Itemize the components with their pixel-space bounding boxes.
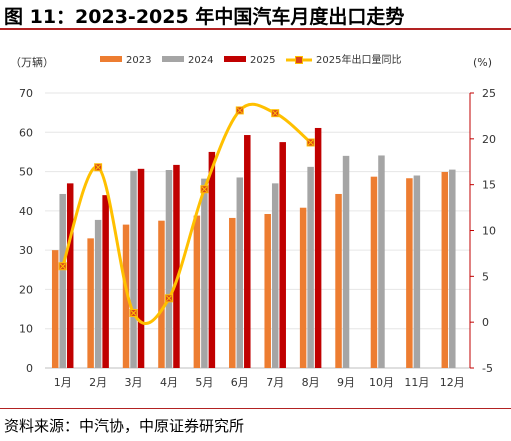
bar-2023 [335,193,342,368]
x-tick-label: 7月 [266,376,284,389]
x-tick-label: 3月 [125,376,143,389]
x-tick-label: 12月 [440,376,465,389]
y-left-tick-label: 0 [26,362,33,375]
bar-2023 [193,215,201,368]
bar-2023 [299,207,307,368]
line-marker-cross [166,295,172,302]
legend: 2023 2024 2025 2025年出口量同比 [100,53,401,66]
line-series [58,102,315,325]
y-right-tick-label: 0 [482,316,489,329]
y-right-tick-label: 20 [482,133,496,146]
gridlines [45,92,470,369]
bar-2025 [208,151,216,368]
bar-2024 [130,170,137,368]
bars [51,127,456,368]
y-right-tick-label: 25 [482,87,496,100]
bar-2023 [441,171,449,368]
y-right-tick-label: 15 [482,179,496,192]
y-left-tick-label: 70 [19,87,33,100]
source-bar: 资料来源：中汽协，中原证券研究所 [0,408,511,441]
axes [45,92,474,369]
bar-2025 [173,164,180,368]
legend-label: 2025 [250,55,275,66]
x-tick-label: 2月 [89,376,107,389]
x-tick-label: 1月 [54,376,72,389]
y-right-unit: (%) [473,56,492,69]
y-left-tick-label: 60 [19,126,33,139]
bar-2024 [271,183,279,368]
bar-2025 [279,142,286,368]
legend-label: 2023 [126,55,151,66]
y-right-tick-label: 10 [482,225,496,238]
bar-2023 [87,238,94,368]
line-marker-cross [130,310,137,316]
bar-2023 [264,214,271,368]
legend-swatch-2024 [162,56,184,62]
bar-2024 [307,166,314,368]
bar-2024 [165,170,173,368]
bar-2023 [229,217,236,368]
y-right-tick-label: 5 [482,270,489,283]
bar-2024 [59,193,66,368]
bar-2025 [66,183,74,368]
bar-2023 [51,250,59,368]
bar-2023 [158,220,165,368]
bar-2024 [413,175,421,368]
bar-2024 [236,177,244,368]
source-note: 资料来源：中汽协，中原证券研究所 [4,417,245,435]
bar-2025 [102,195,109,368]
y-left-tick-label: 10 [19,323,33,336]
y-left-tick-label: 30 [19,244,33,257]
x-tick-label: 8月 [302,376,320,389]
bar-2024 [449,169,456,368]
chart-title: 图 11：2023-2025 年中国汽车月度出口走势 [4,6,405,28]
y-left-tick-label: 40 [19,205,33,218]
bar-2025 [244,135,251,368]
bar-2023 [406,178,413,368]
legend-swatch-2023 [100,56,122,62]
line-marker-cross [236,107,243,114]
line-marker-cross [307,139,314,146]
bar-2025 [314,127,322,368]
y-left-tick-label: 50 [19,166,33,179]
line-marker-cross [272,110,279,117]
x-tick-label: 9月 [337,376,355,389]
legend-label: 2024 [188,55,213,66]
bar-2025 [137,168,145,368]
line-marker-cross [201,186,208,193]
x-tick-label: 5月 [195,376,213,389]
title-bar: 图 11：2023-2025 年中国汽车月度出口走势 [0,0,511,30]
legend-swatch-2025 [224,56,246,62]
bar-2024 [201,178,208,368]
bar-2024 [94,219,102,368]
line-marker-cross [95,164,101,171]
x-tick-label: 6月 [231,376,249,389]
x-tick-label: 4月 [160,376,178,389]
legend-label: 2025年出口量同比 [316,53,401,66]
bar-2024 [378,155,385,368]
y-right-tick-label: -5 [482,362,493,375]
bar-2023 [122,224,130,368]
legend-line-marker [295,56,303,64]
x-tick-label: 10月 [369,376,394,389]
x-tick-label: 11月 [404,376,429,389]
y-left-unit: （万辆） [10,55,54,69]
y-left-tick-label: 20 [19,283,33,296]
bar-2024 [342,155,350,368]
bar-2023 [370,176,378,368]
line-marker-cross [59,263,66,270]
